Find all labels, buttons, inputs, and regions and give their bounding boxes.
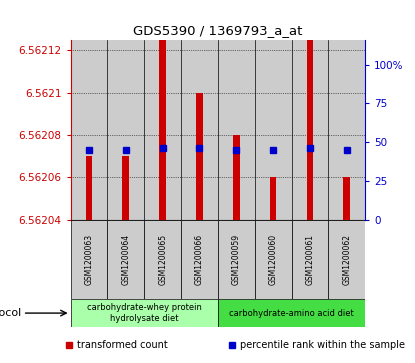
Bar — [159, 40, 166, 220]
Text: transformed count: transformed count — [78, 340, 168, 350]
Bar — [196, 93, 203, 220]
Bar — [270, 178, 276, 220]
Text: GSM1200066: GSM1200066 — [195, 234, 204, 285]
Text: GSM1200060: GSM1200060 — [269, 234, 278, 285]
Bar — [255, 220, 291, 299]
Bar — [144, 220, 181, 299]
Text: carbohydrate-whey protein
hydrolysate diet: carbohydrate-whey protein hydrolysate di… — [87, 303, 202, 323]
Text: GSM1200065: GSM1200065 — [158, 234, 167, 285]
Bar — [218, 40, 255, 220]
Bar — [122, 156, 129, 220]
Bar — [328, 220, 365, 299]
Bar — [328, 40, 365, 220]
Bar — [71, 299, 218, 327]
Bar — [218, 220, 255, 299]
Bar — [255, 40, 291, 220]
Text: percentile rank within the sample: percentile rank within the sample — [240, 340, 405, 350]
Text: GSM1200061: GSM1200061 — [305, 234, 315, 285]
Bar — [107, 40, 144, 220]
Bar — [344, 178, 350, 220]
Bar — [71, 220, 107, 299]
Bar — [307, 19, 313, 220]
Bar — [218, 299, 365, 327]
Text: protocol: protocol — [0, 308, 21, 318]
Title: GDS5390 / 1369793_a_at: GDS5390 / 1369793_a_at — [133, 24, 303, 37]
Bar — [107, 220, 144, 299]
Bar — [291, 220, 328, 299]
Bar — [181, 40, 218, 220]
Text: GSM1200059: GSM1200059 — [232, 234, 241, 285]
Bar — [71, 40, 107, 220]
Bar — [144, 40, 181, 220]
Bar — [233, 135, 239, 220]
Text: GSM1200064: GSM1200064 — [121, 234, 130, 285]
Text: GSM1200063: GSM1200063 — [85, 234, 93, 285]
Bar — [291, 40, 328, 220]
Text: GSM1200062: GSM1200062 — [342, 234, 351, 285]
Bar — [181, 220, 218, 299]
Text: carbohydrate-amino acid diet: carbohydrate-amino acid diet — [229, 309, 354, 318]
Bar — [85, 156, 92, 220]
